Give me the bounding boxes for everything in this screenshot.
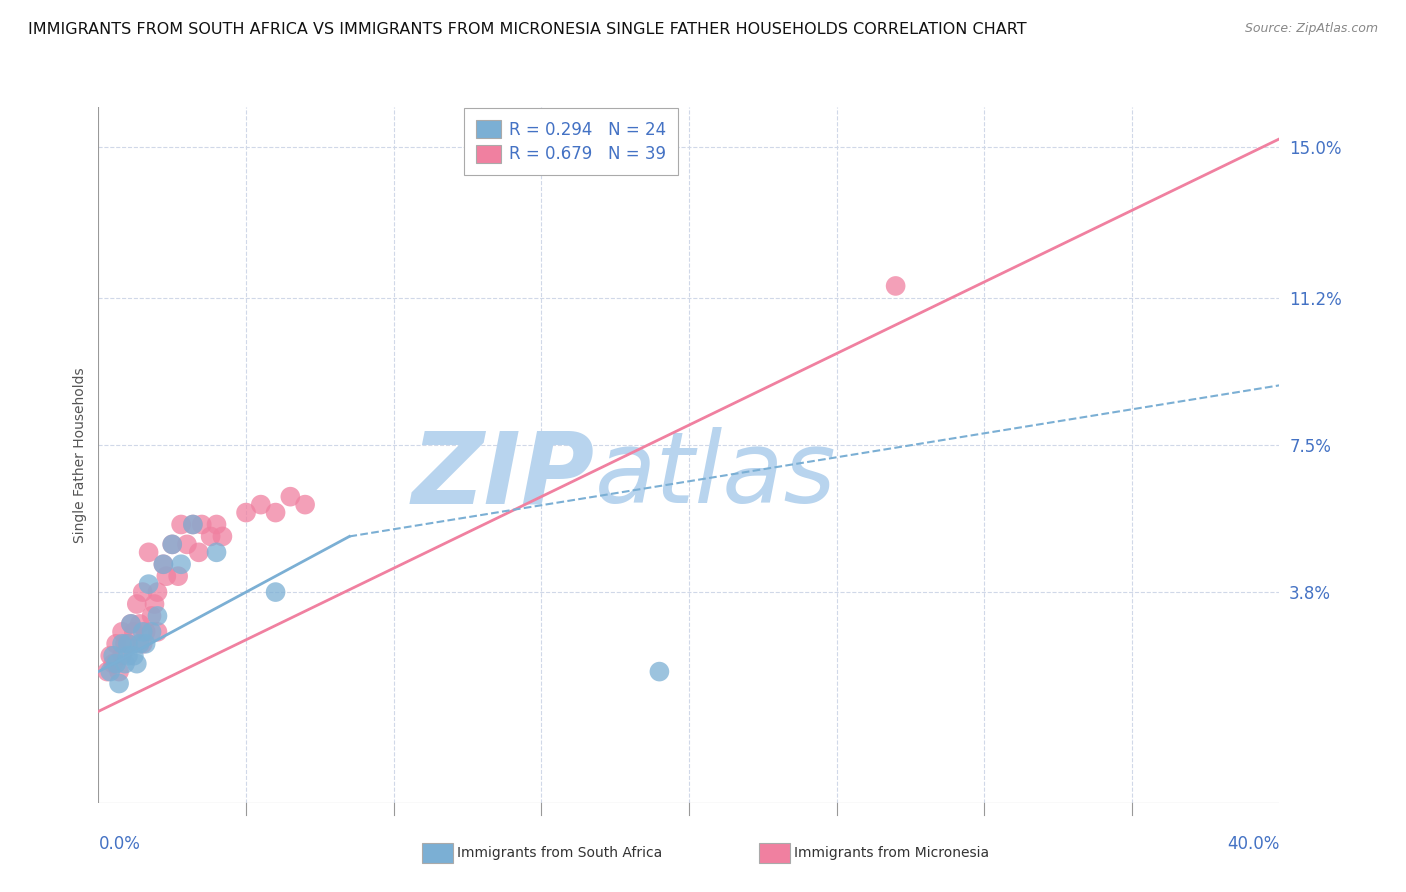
Point [122,648,145,663]
Point [152,558,174,572]
Point [264,585,287,599]
Text: Source: ZipAtlas.com: Source: ZipAtlas.com [1244,22,1378,36]
Point [132,585,155,599]
Point [117,648,139,663]
Point [146,609,169,624]
Point [191,517,214,532]
Point [114,657,136,671]
Point [135,637,157,651]
Point [152,558,174,572]
Point [96,665,118,679]
Point [138,577,160,591]
Point [648,665,671,679]
Point [162,537,183,551]
Point [132,624,155,639]
Point [108,665,131,679]
Point [117,637,139,651]
Point [111,624,134,639]
Point [98,648,121,663]
Text: IMMIGRANTS FROM SOUTH AFRICA VS IMMIGRANTS FROM MICRONESIA SINGLE FATHER HOUSEHO: IMMIGRANTS FROM SOUTH AFRICA VS IMMIGRAN… [28,22,1026,37]
Point [170,558,193,572]
Text: Immigrants from Micronesia: Immigrants from Micronesia [794,846,990,860]
Text: atlas: atlas [595,427,837,524]
Point [200,529,222,543]
Point [111,637,134,651]
Point [162,537,183,551]
Point [294,498,316,512]
Point [187,545,209,559]
Point [141,624,163,639]
Point [235,506,257,520]
Point [120,616,142,631]
Text: Immigrants from South Africa: Immigrants from South Africa [457,846,662,860]
Text: ZIP: ZIP [412,427,595,524]
Point [205,545,228,559]
Text: 40.0%: 40.0% [1227,835,1279,853]
Point [181,517,204,532]
Point [103,648,125,663]
Point [120,616,142,631]
Point [176,537,198,551]
Point [138,545,160,559]
Point [264,506,287,520]
Point [132,637,155,651]
Point [114,637,136,651]
Point [146,624,169,639]
Point [211,529,233,543]
Point [128,637,150,651]
Legend: R = 0.294   N = 24, R = 0.679   N = 39: R = 0.294 N = 24, R = 0.679 N = 39 [464,109,678,175]
Point [170,517,193,532]
Y-axis label: Single Father Households: Single Father Households [73,368,87,542]
Point [181,517,204,532]
Point [125,597,148,611]
Point [108,676,131,690]
Point [143,597,166,611]
Point [105,637,128,651]
Point [128,616,150,631]
Point [111,648,134,663]
Point [884,279,907,293]
Text: 0.0%: 0.0% [98,835,141,853]
Point [103,657,125,671]
Point [155,569,177,583]
Point [278,490,302,504]
Point [135,624,157,639]
Point [125,657,148,671]
Point [167,569,190,583]
Point [205,517,228,532]
Point [250,498,273,512]
Point [122,624,145,639]
Point [117,637,139,651]
Point [146,585,169,599]
Point [98,665,121,679]
Point [105,657,128,671]
Point [141,609,163,624]
